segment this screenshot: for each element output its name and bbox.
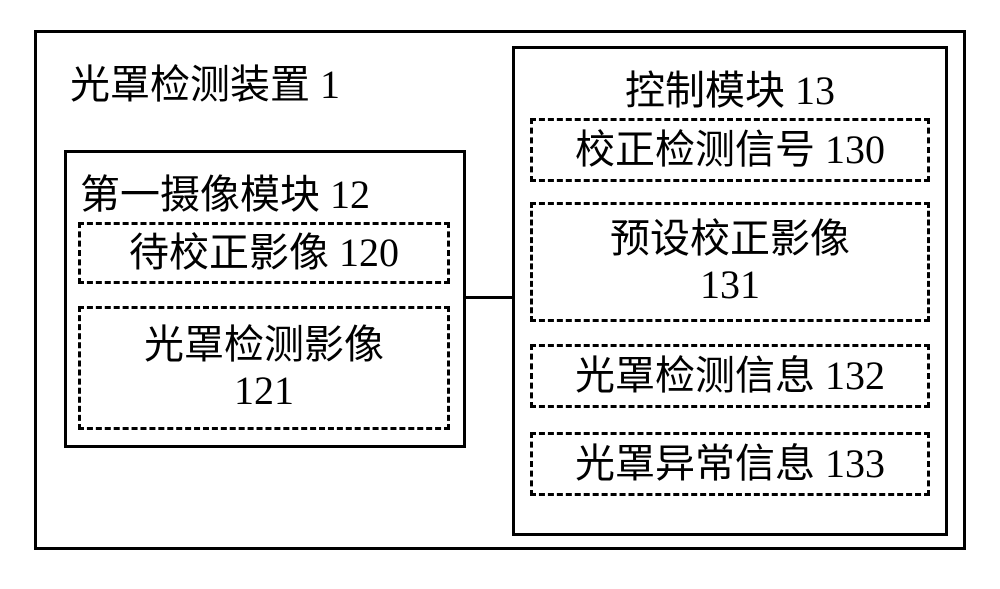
right-module-title: 控制模块 13 [512, 58, 948, 116]
left-item-label: 光罩检测影像 121 [144, 322, 384, 414]
right-item-label: 校正检测信号 130 [575, 127, 885, 173]
right-item-label: 光罩异常信息 133 [575, 441, 885, 487]
left-item-image-to-correct: 待校正影像 120 [78, 222, 450, 284]
right-item-mask-anomaly-info: 光罩异常信息 133 [530, 432, 930, 496]
left-module-title: 第一摄像模块 12 [80, 162, 370, 220]
right-item-preset-correction-image: 预设校正影像 131 [530, 202, 930, 322]
right-item-label: 预设校正影像 131 [610, 216, 850, 308]
left-item-mask-detection-image: 光罩检测影像 121 [78, 306, 450, 430]
outer-title: 光罩检测装置 1 [70, 52, 340, 110]
right-item-correction-detection-signal: 校正检测信号 130 [530, 118, 930, 182]
connector-line [466, 296, 512, 299]
right-item-label: 光罩检测信息 132 [575, 353, 885, 399]
right-item-mask-detection-info: 光罩检测信息 132 [530, 344, 930, 408]
left-item-label: 待校正影像 120 [129, 230, 399, 276]
diagram-canvas: 光罩检测装置 1 第一摄像模块 12 待校正影像 120 光罩检测影像 121 … [0, 0, 1000, 589]
